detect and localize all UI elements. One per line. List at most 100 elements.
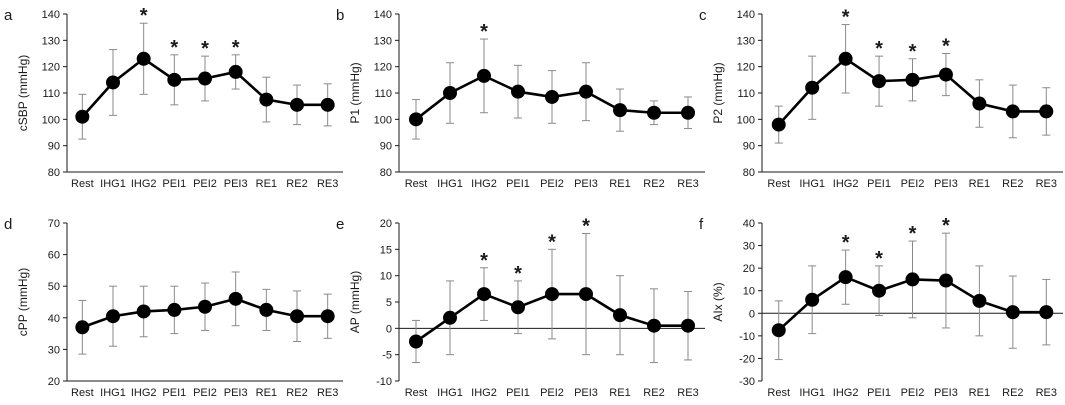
significance-star: * [514, 263, 522, 285]
x-tick-label: RE1 [969, 387, 990, 399]
significance-star: * [842, 7, 850, 29]
x-tick-label: RE3 [317, 387, 338, 399]
significance-star: * [942, 215, 950, 237]
y-tick-label: 10 [380, 271, 392, 283]
y-tick-label: 15 [380, 244, 392, 256]
x-tick-label: RE3 [1036, 387, 1057, 399]
data-point [905, 272, 920, 287]
data-point [647, 318, 661, 333]
data-point [579, 287, 593, 302]
data-point [198, 299, 212, 314]
x-tick-label: PEI2 [540, 387, 564, 399]
panel-label: a [4, 7, 13, 24]
y-tick-label: 140 [374, 9, 392, 21]
data-point [838, 270, 853, 285]
x-tick-label: IHG2 [471, 178, 497, 190]
x-tick-label: IHG1 [100, 387, 126, 399]
significance-star: * [582, 216, 590, 238]
data-point [259, 302, 274, 317]
data-point [613, 308, 627, 323]
x-tick-label: IHG1 [437, 387, 463, 399]
panel-label: c [699, 7, 707, 24]
data-point [477, 287, 491, 302]
x-tick-label: Rest [71, 387, 94, 399]
y-tick-label: 120 [374, 62, 392, 74]
y-tick-label: 20 [48, 376, 60, 388]
panel-c: c P2 (mmHg) 80 90 100 110 120 130 140 Rest IHG1 IHG… [699, 7, 1063, 190]
y-tick-label: 110 [42, 88, 60, 100]
x-tick-label: PEI3 [934, 387, 958, 399]
data-point [75, 109, 90, 124]
y-tick-label: 130 [737, 35, 755, 47]
y-tick-label: 110 [737, 88, 755, 100]
panel-label: f [699, 216, 704, 233]
x-tick-label: PEI3 [224, 387, 248, 399]
data-point [972, 96, 987, 111]
y-tick-label: 20 [380, 218, 392, 230]
significance-star: * [875, 38, 883, 60]
y-tick-label: 120 [42, 62, 60, 74]
x-tick-label: RE3 [677, 178, 698, 190]
x-tick-label: IHG2 [131, 178, 157, 190]
x-tick-label: IHG1 [437, 178, 463, 190]
data-point [511, 84, 525, 99]
y-axis-label: P2 (mmHg) [711, 62, 725, 123]
data-point [198, 71, 212, 86]
y-tick-label: 110 [374, 88, 392, 100]
data-point [838, 51, 853, 66]
data-point [545, 89, 559, 104]
x-tick-label: PEI3 [574, 387, 598, 399]
x-tick-label: IHG1 [799, 387, 825, 399]
y-tick-label: 5 [386, 297, 392, 309]
data-point [511, 300, 525, 315]
data-point [290, 97, 304, 112]
x-tick-label: IHG1 [100, 178, 126, 190]
panel-label: d [4, 216, 12, 233]
data-point [320, 97, 335, 112]
significance-star: * [480, 21, 488, 43]
x-tick-label: PEI3 [934, 178, 958, 190]
y-tick-label: -10 [739, 331, 755, 343]
data-point [771, 323, 786, 338]
panel-a: a cSBP (mmHg) 80 90 100 110 120 130 140 Rest IHG1 I… [4, 5, 343, 190]
significance-star: * [170, 37, 178, 59]
data-point [613, 103, 627, 118]
y-tick-label: 90 [48, 141, 60, 153]
data-point [259, 92, 274, 107]
data-point [228, 64, 243, 79]
data-point [136, 51, 151, 66]
data-point [290, 309, 304, 324]
panel-b: b P1 (mmHg) 80 90 100 110 120 130 140 Rest IHG1 IHG… [336, 7, 705, 190]
data-point [805, 292, 820, 307]
y-tick-label: -10 [376, 376, 392, 388]
significance-star: * [140, 5, 148, 27]
x-tick-label: PEI1 [867, 178, 891, 190]
significance-star: * [909, 223, 917, 245]
data-point [681, 318, 695, 333]
y-tick-label: 130 [42, 35, 60, 47]
y-tick-label: 80 [743, 167, 755, 179]
significance-star: * [232, 37, 240, 59]
significance-star: * [548, 231, 556, 253]
panel-f: f AIx (%) -30 -20 -10 0 10 20 30 40 Rest IHG1 IHG2 PE… [699, 215, 1063, 399]
x-tick-label: PEI1 [506, 387, 530, 399]
x-tick-label: RE1 [256, 387, 277, 399]
x-tick-label: RE1 [609, 178, 630, 190]
y-tick-label: 40 [743, 218, 755, 230]
data-point [1039, 104, 1054, 119]
y-tick-label: 50 [48, 281, 60, 293]
panel-d: d cPP (mmHg) 20 30 40 50 60 70 Rest IHG1 IHG2 PEI1 P… [4, 216, 343, 399]
data-point [1039, 305, 1054, 320]
y-tick-label: 10 [743, 286, 755, 298]
x-tick-label: PEI3 [224, 178, 248, 190]
y-tick-label: -20 [739, 353, 755, 365]
data-point [972, 293, 987, 308]
y-tick-label: 100 [737, 114, 755, 126]
x-tick-label: RE2 [643, 387, 664, 399]
x-tick-label: Rest [405, 178, 428, 190]
y-tick-label: 90 [743, 141, 755, 153]
data-point [106, 75, 120, 90]
x-tick-label: RE1 [969, 178, 990, 190]
x-tick-label: PEI2 [901, 178, 925, 190]
